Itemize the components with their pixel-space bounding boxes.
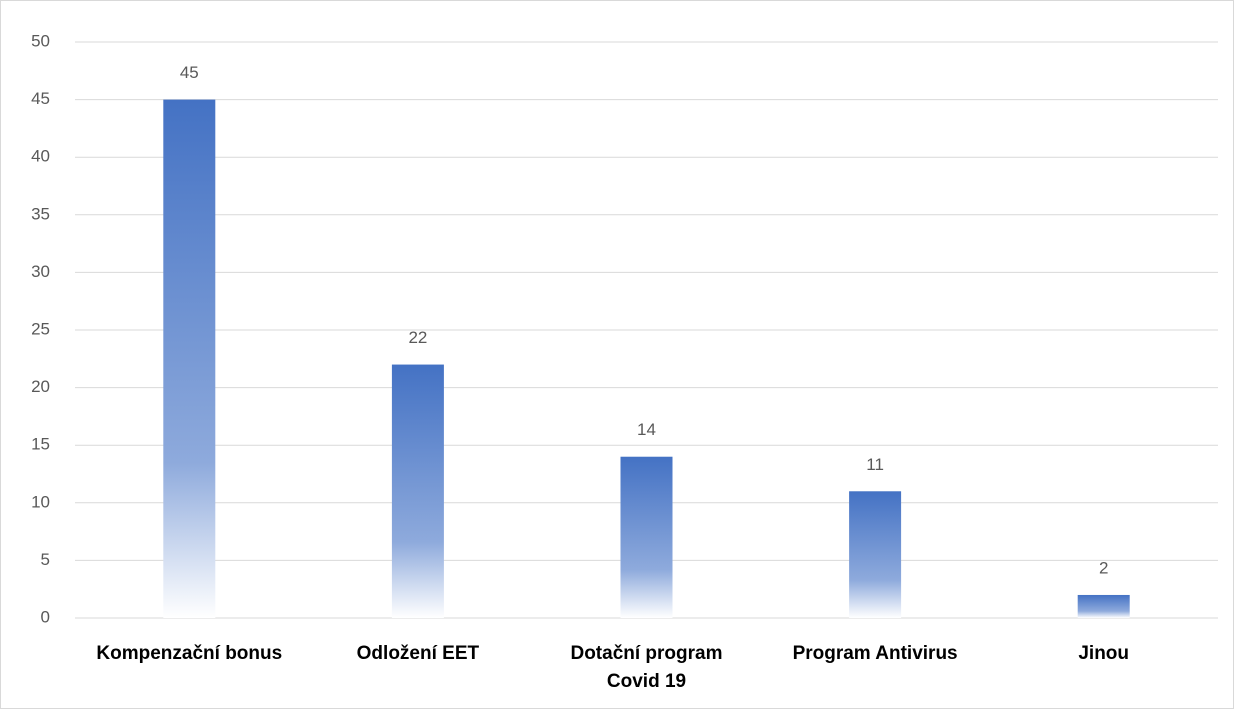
data-label: 14 <box>637 420 656 439</box>
x-tick-label: Odložení EET <box>356 643 480 664</box>
x-tick-label: Dotační program Covid 19 <box>570 643 723 692</box>
bar <box>1077 594 1130 618</box>
x-tick-label: Jinou <box>1078 643 1130 664</box>
x-tick-label: Kompenzační bonus <box>96 643 283 664</box>
y-tick-label: 40 <box>31 147 50 166</box>
y-tick-label: 25 <box>31 319 50 338</box>
data-label: 11 <box>866 455 884 474</box>
bar <box>163 99 216 619</box>
data-label: 2 <box>1099 558 1108 577</box>
y-tick-label: 20 <box>31 377 50 396</box>
y-tick-label: 0 <box>41 607 50 626</box>
y-tick-label: 15 <box>31 435 50 454</box>
bar <box>391 364 444 618</box>
bar <box>849 491 902 618</box>
y-tick-label: 10 <box>31 492 50 511</box>
y-tick-label: 30 <box>31 262 50 281</box>
y-tick-label: 50 <box>31 31 50 50</box>
data-label: 45 <box>180 63 199 82</box>
x-tick-label: Program Antivirus <box>792 643 958 664</box>
data-label: 22 <box>408 328 427 347</box>
y-tick-label: 5 <box>41 550 50 569</box>
y-tick-label: 35 <box>31 204 50 223</box>
y-tick-label: 45 <box>31 89 50 108</box>
bar <box>620 456 673 618</box>
